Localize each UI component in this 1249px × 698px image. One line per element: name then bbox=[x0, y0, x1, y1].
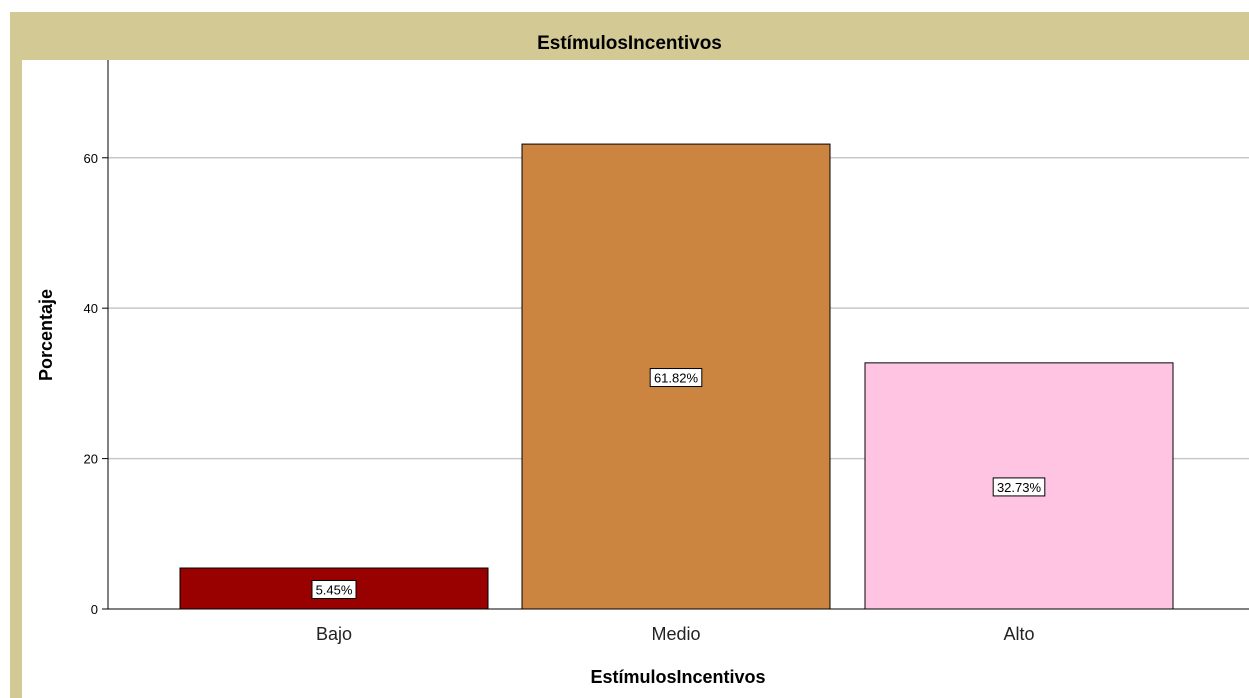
axes: 0 20 40 60 bbox=[84, 60, 1249, 617]
x-tick-label-bajo: Bajo bbox=[316, 624, 352, 644]
y-tick-label-0: 0 bbox=[91, 602, 98, 617]
data-label-box bbox=[992, 477, 1046, 497]
labels: Bajo Medio Alto 5.45% 61.82% 32.73% EstímulosI… bbox=[36, 289, 1046, 687]
x-tick-label-alto: Alto bbox=[1003, 624, 1034, 644]
chart-title: EstímulosIncentivos bbox=[537, 33, 722, 54]
data-label-text: 5.45% bbox=[316, 583, 353, 598]
data-label-box bbox=[311, 580, 357, 600]
y-tick-label-40: 40 bbox=[84, 301, 98, 316]
data-label-box bbox=[649, 368, 703, 388]
y-tick-label-20: 20 bbox=[84, 452, 98, 467]
title-bar bbox=[10, 12, 1249, 60]
x-axis-title: EstímulosIncentivos bbox=[590, 667, 765, 687]
data-label-medio: 61.82% bbox=[649, 368, 703, 388]
x-tick-label-medio: Medio bbox=[651, 624, 700, 644]
y-tick-label-60: 60 bbox=[84, 151, 98, 166]
data-label-alto: 32.73% bbox=[992, 477, 1046, 497]
chart-frame bbox=[0, 0, 22, 698]
data-label-text: 32.73% bbox=[997, 480, 1042, 495]
y-axis-title: Porcentaje bbox=[36, 289, 56, 381]
data-label-text: 61.82% bbox=[654, 371, 699, 386]
data-label-bajo: 5.45% bbox=[311, 580, 357, 600]
